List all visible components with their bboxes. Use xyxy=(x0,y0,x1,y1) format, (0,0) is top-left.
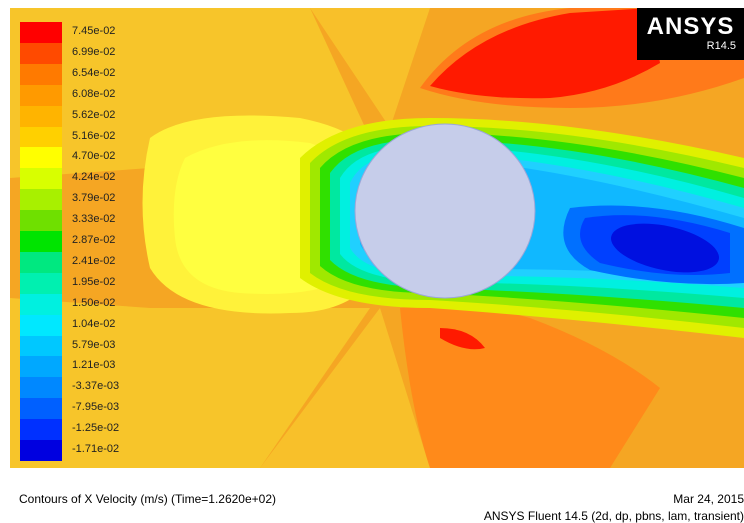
legend-tick-label: 5.79e-03 xyxy=(72,338,116,351)
solver-info: ANSYS Fluent 14.5 (2d, dp, pbns, lam, tr… xyxy=(483,509,744,523)
legend-swatch xyxy=(20,398,62,420)
legend-tick-label: -3.37e-03 xyxy=(72,380,120,393)
legend-swatch xyxy=(20,189,62,211)
legend-swatch xyxy=(20,231,62,252)
legend-tick-label: 3.33e-02 xyxy=(72,213,116,226)
legend-swatch xyxy=(20,314,62,336)
legend-tick-label: -1.71e-02 xyxy=(72,443,120,455)
legend-tick-label: 4.24e-02 xyxy=(72,171,116,184)
legend-swatch xyxy=(20,22,62,43)
legend-tick-label: 6.08e-02 xyxy=(72,87,116,100)
color-legend: 7.45e-02 6.99e-02 6.54e-02 6.08e-02 5.62e-02… xyxy=(20,22,180,462)
legend-swatch xyxy=(20,293,62,315)
velocity-contour-field xyxy=(10,8,744,468)
legend-swatch xyxy=(20,84,62,106)
legend-swatch xyxy=(20,335,62,357)
legend-tick-label: 4.70e-02 xyxy=(72,150,116,163)
legend-tick-label: 2.87e-02 xyxy=(72,234,116,246)
legend-tick-label: 5.16e-02 xyxy=(72,129,116,142)
legend-tick-label: 5.62e-02 xyxy=(72,108,116,121)
legend-tick-label: 1.21e-03 xyxy=(72,359,116,372)
legend-swatch xyxy=(20,168,62,190)
legend-tick-label: 1.95e-02 xyxy=(72,275,116,288)
legend-swatch xyxy=(20,356,62,378)
legend-tick-label: 6.99e-02 xyxy=(72,45,116,58)
legend-tick-label: 6.54e-02 xyxy=(72,66,116,79)
legend-tick-label: 3.79e-02 xyxy=(72,192,116,205)
legend-swatch xyxy=(20,440,62,461)
legend-swatch xyxy=(20,105,62,127)
legend-swatch xyxy=(20,272,62,294)
logo-brand: ANSYS xyxy=(646,13,735,40)
cylinder-body xyxy=(354,123,536,299)
ansys-logo: ANSYS R14.5 xyxy=(637,8,744,60)
contour-plot[interactable] xyxy=(10,8,744,468)
legend-tick-label: 1.04e-02 xyxy=(72,317,116,330)
legend-swatch xyxy=(20,42,62,64)
legend-tick-label: 2.41e-02 xyxy=(72,254,116,267)
legend-swatch xyxy=(20,210,62,232)
legend-swatch xyxy=(20,251,62,273)
legend-swatch xyxy=(20,63,62,85)
legend-tick-label: 1.50e-02 xyxy=(72,296,116,309)
legend-tick-label: 7.45e-02 xyxy=(72,25,116,37)
logo-version: R14.5 xyxy=(706,40,736,52)
legend-swatch xyxy=(20,147,62,169)
legend-swatch xyxy=(20,377,62,399)
plot-title: Contours of X Velocity (m/s) (Time=1.262… xyxy=(19,492,277,506)
legend-swatch xyxy=(20,419,62,441)
legend-swatch xyxy=(20,126,62,148)
legend-tick-label: -1.25e-02 xyxy=(72,422,120,435)
legend-tick-label: -7.95e-03 xyxy=(72,401,120,414)
plot-date: Mar 24, 2015 xyxy=(673,492,744,506)
